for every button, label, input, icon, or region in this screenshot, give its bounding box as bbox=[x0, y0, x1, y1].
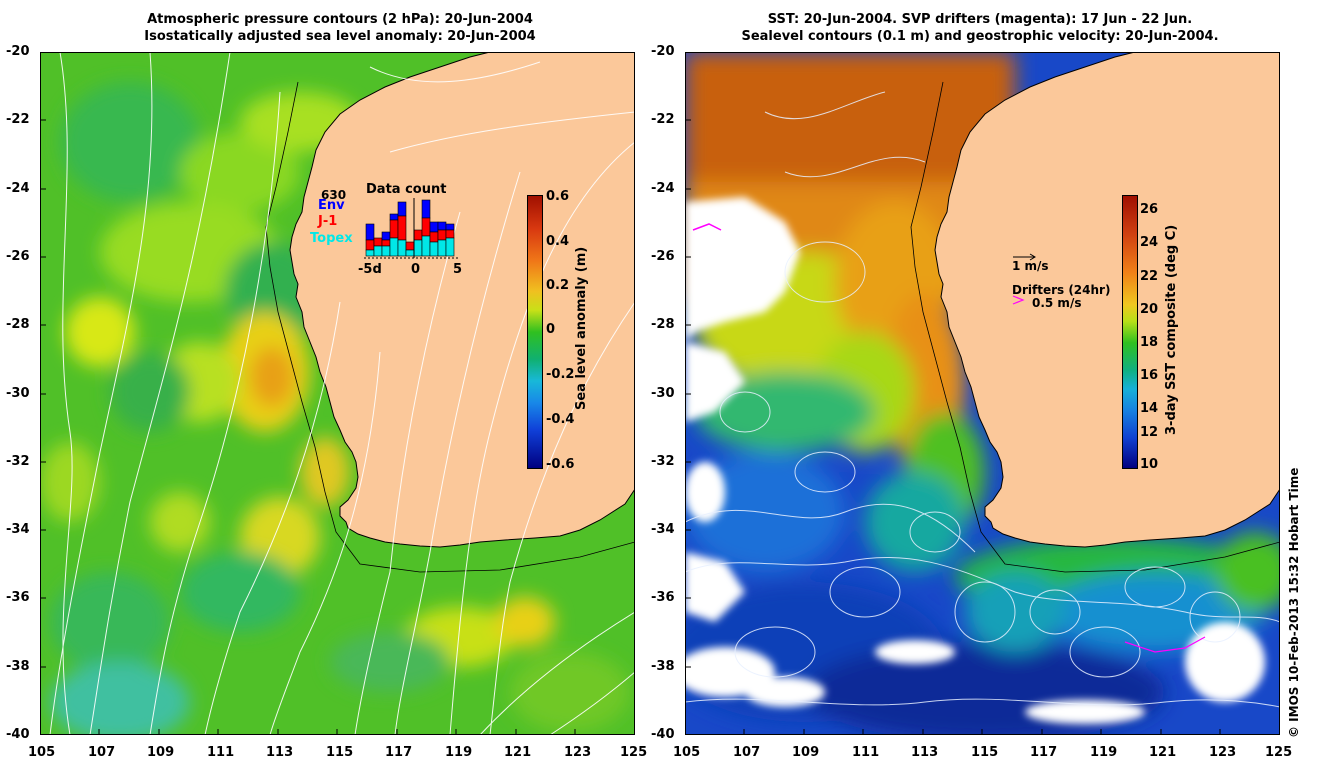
right-lat-tick: -20 bbox=[651, 44, 675, 59]
left-lon-tick: 121 bbox=[504, 745, 532, 760]
sst-colorbar-tick: 18 bbox=[1140, 335, 1159, 350]
right-lat-tick: -34 bbox=[651, 522, 675, 537]
left-lat-tick: -36 bbox=[6, 590, 30, 605]
right-lon-tick: 113 bbox=[911, 745, 939, 760]
left-lon-tick: 117 bbox=[385, 745, 413, 760]
sla-colorbar-tick: 0.6 bbox=[546, 189, 570, 204]
right-lat-tick: -38 bbox=[651, 659, 675, 674]
data-count-axis-mid: 0 bbox=[411, 262, 421, 277]
sla-colorbar bbox=[527, 195, 543, 469]
right-lon-tick: 107 bbox=[733, 745, 761, 760]
credit-text: © IMOS 10-Feb-2013 15:32 Hobart Time bbox=[1287, 467, 1301, 738]
australia-land bbox=[289, 52, 635, 548]
left-lat-tick: -24 bbox=[6, 181, 30, 196]
right-lon-tick: 117 bbox=[1030, 745, 1058, 760]
right-lon-tick: 111 bbox=[852, 745, 880, 760]
left-lon-tick: 111 bbox=[207, 745, 235, 760]
right-title-line2: Sealevel contours (0.1 m) and geostrophi… bbox=[741, 29, 1219, 44]
drifters-speed-label: 0.5 m/s bbox=[1032, 296, 1082, 310]
sst-colorbar-tick: 14 bbox=[1140, 401, 1159, 416]
data-count-legend-topex: Topex bbox=[310, 231, 353, 246]
left-lat-tick: -32 bbox=[6, 454, 30, 469]
left-lon-tick: 107 bbox=[88, 745, 116, 760]
right-lat-tick: -40 bbox=[651, 727, 675, 742]
sla-colorbar-tick: -0.6 bbox=[546, 457, 575, 472]
right-lon-tick: 105 bbox=[673, 745, 701, 760]
right-lon-tick: 109 bbox=[792, 745, 820, 760]
right-lat-tick: -32 bbox=[651, 454, 675, 469]
left-title-line2: Isostatically adjusted sea level anomaly… bbox=[144, 29, 536, 44]
left-lat-tick: -22 bbox=[6, 112, 30, 127]
left-title-line1: Atmospheric pressure contours (2 hPa): 2… bbox=[147, 12, 533, 27]
sst-colorbar-tick: 24 bbox=[1140, 235, 1159, 250]
sea-level-anomaly-field bbox=[40, 82, 630, 735]
sla-colorbar-tick: -0.4 bbox=[546, 412, 575, 427]
sst-colorbar bbox=[1122, 195, 1138, 469]
drifter-legend-arrow bbox=[1012, 295, 1025, 305]
left-lat-tick: -20 bbox=[6, 44, 30, 59]
sla-colorbar-tick: 0.2 bbox=[546, 278, 570, 293]
drifters-legend-label: Drifters (24hr) bbox=[1012, 283, 1111, 297]
right-lon-tick: 119 bbox=[1090, 745, 1118, 760]
sla-colorbar-tick: 0 bbox=[546, 322, 556, 337]
sea-level-contours bbox=[685, 91, 1280, 708]
velocity-legend-arrow bbox=[1013, 253, 1036, 261]
right-lon-tick: 123 bbox=[1209, 745, 1237, 760]
right-lat-tick: -36 bbox=[651, 590, 675, 605]
data-count-legend-j1: J-1 bbox=[318, 214, 338, 229]
data-count-max: 630 bbox=[321, 188, 347, 202]
sla-colorbar-label: Sea level anomaly (m) bbox=[574, 246, 589, 410]
right-lat-tick: -28 bbox=[651, 317, 675, 332]
sst-colorbar-tick: 12 bbox=[1140, 425, 1159, 440]
right-lon-tick: 125 bbox=[1265, 745, 1293, 760]
left-lat-tick: -40 bbox=[6, 727, 30, 742]
sst-colorbar-tick: 22 bbox=[1140, 269, 1159, 284]
sst-colorbar-tick: 10 bbox=[1140, 457, 1159, 472]
pressure-contours bbox=[49, 52, 635, 735]
data-count-axis-right: 5 bbox=[453, 262, 463, 277]
right-title-line1: SST: 20-Jun-2004. SVP drifters (magenta)… bbox=[767, 12, 1193, 27]
data-count-title: Data count bbox=[366, 182, 447, 197]
australia-land bbox=[934, 52, 1280, 548]
left-lat-tick: -28 bbox=[6, 317, 30, 332]
left-map-plot[interactable] bbox=[40, 52, 635, 735]
data-count-axis-left: -5d bbox=[358, 262, 382, 277]
right-lon-tick: 115 bbox=[971, 745, 999, 760]
left-lat-tick: -30 bbox=[6, 386, 30, 401]
data-count-histogram bbox=[364, 198, 458, 259]
sla-colorbar-tick: 0.4 bbox=[546, 234, 570, 249]
sst-colorbar-tick: 20 bbox=[1140, 302, 1159, 317]
left-lat-tick: -26 bbox=[6, 249, 30, 264]
velocity-legend-label: 1 m/s bbox=[1012, 259, 1049, 273]
right-lat-tick: -30 bbox=[651, 386, 675, 401]
left-lon-tick: 123 bbox=[564, 745, 592, 760]
sst-colorbar-label: 3-day SST composite (deg C) bbox=[1164, 224, 1179, 435]
left-lon-tick: 125 bbox=[620, 745, 648, 760]
right-map-plot[interactable] bbox=[685, 52, 1280, 735]
left-lat-tick: -34 bbox=[6, 522, 30, 537]
left-lon-tick: 105 bbox=[28, 745, 56, 760]
sst-colorbar-tick: 26 bbox=[1140, 202, 1159, 217]
left-lon-tick: 119 bbox=[445, 745, 473, 760]
data-count-legend-env: Env bbox=[318, 198, 345, 213]
no-data-cloud-mask bbox=[685, 197, 1265, 724]
right-lat-tick: -26 bbox=[651, 249, 675, 264]
right-lat-tick: -22 bbox=[651, 112, 675, 127]
left-lon-tick: 113 bbox=[266, 745, 294, 760]
left-lon-tick: 115 bbox=[326, 745, 354, 760]
sla-colorbar-tick: -0.2 bbox=[546, 367, 575, 382]
sst-colorbar-tick: 16 bbox=[1140, 368, 1159, 383]
left-lon-tick: 109 bbox=[147, 745, 175, 760]
right-lat-tick: -24 bbox=[651, 181, 675, 196]
right-lon-tick: 121 bbox=[1149, 745, 1177, 760]
left-lat-tick: -38 bbox=[6, 659, 30, 674]
